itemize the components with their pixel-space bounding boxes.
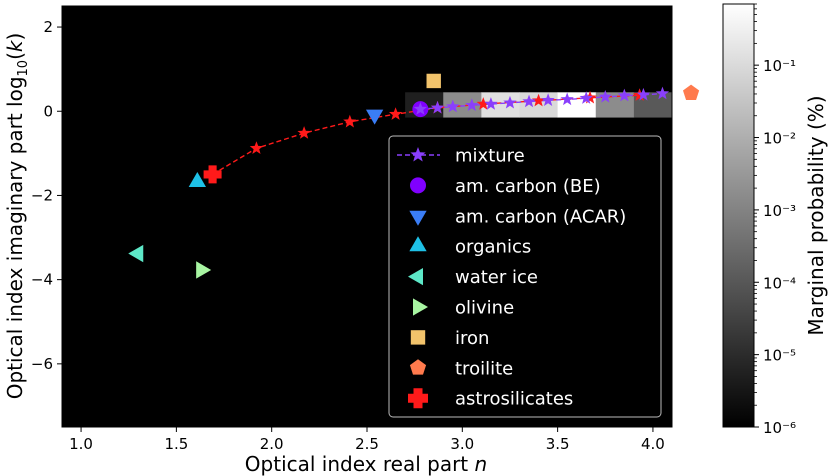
legend-label: olivine [455,298,514,319]
legend-label: am. carbon (ACAR) [455,206,626,227]
series-star [636,87,651,101]
series-star [503,95,517,109]
series-star [430,100,445,114]
y-axis: −6 −4 −2 0 2 [31,18,62,373]
colorbar: 10⁻⁶ 10⁻⁵ 10⁻⁴ 10⁻³ 10⁻² 10⁻¹ Marginal probabi… [722,3,828,437]
series-star [446,99,460,113]
colorbar-tick-label: 10⁻⁴ [763,274,796,292]
x-tick-label: 4.0 [641,435,665,453]
y-tick-label: 2 [43,18,53,36]
x-tick-label: 1.0 [69,435,93,453]
point-marker [426,73,441,89]
y-label-var: k [3,39,27,52]
legend-marker [410,330,426,345]
legend-marker [413,298,428,316]
y-label-paren: ) [3,33,27,41]
x-axis-label: Optical index real part n [245,452,487,476]
series-star [655,86,670,100]
x-label-var: n [475,452,488,476]
legend-label: troilite [455,358,513,379]
colorbar-gradient [722,3,755,428]
series-star [598,89,612,103]
legend-marker [409,210,427,226]
y-tick-label: −4 [31,271,53,289]
legend-marker [410,177,426,194]
series-star [388,107,403,120]
point-marker [128,244,144,263]
point-marker [196,261,212,279]
series-star [531,93,546,107]
legend: mixture am. carbon (BE) am. carbon (ACAR) o… [388,135,662,418]
legend-marker [410,147,426,162]
x-tick-label: 2.5 [355,435,379,453]
series-star [522,94,536,108]
series-star [484,97,498,110]
legend-marker [408,388,428,409]
point-marker [188,171,206,187]
legend-label: water ice [455,267,538,288]
legend-label: organics [455,237,531,258]
legend-marker [409,236,427,252]
point-marker [365,109,384,125]
legend-label: am. carbon (BE) [455,176,601,197]
legend-label: iron [455,328,489,349]
series-star [579,91,593,104]
series-star [560,92,574,106]
series-star [465,98,479,112]
series-star [413,102,428,115]
legend-label: astrosilicates [455,389,573,410]
series-star [249,141,264,154]
colorbar-tick-label: 10⁻¹ [763,57,796,75]
point-marker [682,84,700,101]
y-tick-label: −6 [31,355,53,373]
y-label-text: Optical index imaginary part log [3,76,27,399]
y-axis-label: Optical index imaginary part log10(k) [3,33,31,400]
colorbar-label: Marginal probability (%) [804,95,828,335]
data-points [128,73,700,279]
x-tick-label: 1.5 [164,435,188,453]
point-marker [203,165,222,184]
y-tick-label: 0 [43,102,53,120]
legend-box [388,135,662,418]
colorbar-tick-label: 10⁻⁵ [763,347,796,365]
series-star [297,126,311,139]
x-tick-label: 3.5 [546,435,570,453]
series-star [476,97,490,110]
colorbar-tick-label: 10⁻⁶ [763,419,796,437]
colorbar-tick-label: 10⁻² [763,130,796,148]
x-tick-label: 2.0 [260,435,284,453]
legend-label: mixture [455,146,525,167]
y-tick-label: −2 [31,186,53,204]
y-label-paren: ( [3,52,27,60]
x-label-text: Optical index real part [245,452,475,476]
legend-marker [409,359,427,375]
x-tick-label: 3.0 [450,435,474,453]
x-axis: 1.0 1.5 2.0 2.5 3.0 3.5 4.0 [69,427,665,453]
legend-marker [408,267,423,286]
series-star [541,93,555,106]
series-star [617,88,631,102]
y-label-sub: 10 [16,60,31,77]
series-star [343,114,357,128]
colorbar-tick-label: 10⁻³ [763,202,796,220]
